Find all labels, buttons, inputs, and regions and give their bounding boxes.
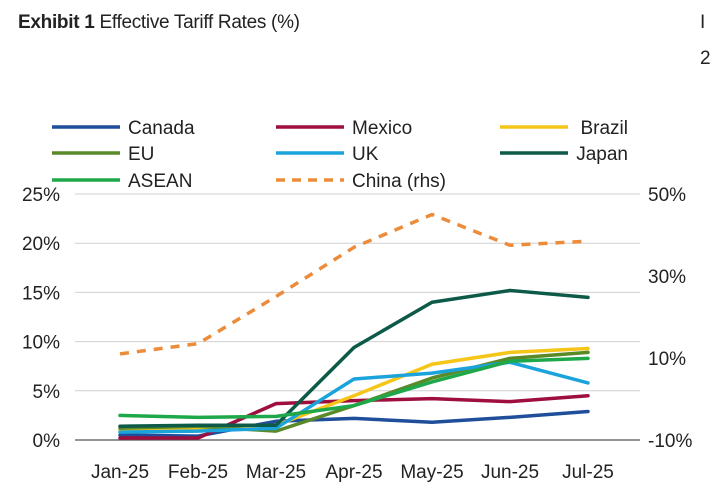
x-tick-label: Jul-25: [562, 462, 614, 483]
chart-title: Exhibit 1 Effective Tariff Rates (%): [18, 12, 300, 34]
x-tick-label: Apr-25: [325, 462, 382, 483]
left-tick-label: 25%: [22, 185, 60, 206]
x-tick-label: Feb-25: [168, 462, 228, 483]
series-line: [118, 393, 590, 440]
right-y-axis: 50% 30% 10% -10%: [648, 185, 692, 452]
title-text: Effective Tariff Rates (%): [99, 12, 300, 33]
x-tick-label: Mar-25: [246, 462, 306, 483]
cut-off-text-bottom: 2: [700, 48, 711, 69]
x-axis: Jan-25 Feb-25 Mar-25 Apr-25 May-25 Jun-25 Jul-…: [91, 462, 614, 483]
left-tick-label: 5%: [33, 382, 61, 403]
x-tick-label: Jan-25: [91, 462, 149, 483]
exhibit-label: Exhibit 1: [18, 12, 95, 33]
x-tick-label: May-25: [400, 462, 463, 483]
left-tick-label: 15%: [22, 283, 60, 304]
right-tick-label: -10%: [648, 431, 692, 452]
series-line: [118, 409, 590, 438]
legend-label: Brazil: [580, 118, 628, 139]
legend-label: Mexico: [352, 118, 412, 139]
legend-label: Japan: [576, 144, 628, 165]
right-tick-label: 10%: [648, 349, 686, 370]
series-line: [119, 212, 589, 356]
series-lines: [118, 212, 590, 440]
right-tick-label: 50%: [648, 185, 686, 206]
right-tick-label: 30%: [648, 267, 686, 288]
legend-label: UK: [352, 144, 379, 165]
series-line: [118, 346, 590, 432]
legend-label: ASEAN: [128, 171, 192, 192]
series-line: [118, 288, 590, 428]
x-tick-label: Jun-25: [481, 462, 539, 483]
gridlines: [75, 193, 640, 441]
legend-label: EU: [128, 144, 154, 165]
left-tick-label: 0%: [33, 431, 61, 452]
left-tick-label: 20%: [22, 234, 60, 255]
cut-off-text-top: I: [700, 12, 706, 33]
series-line: [118, 356, 590, 420]
left-tick-label: 10%: [22, 333, 60, 354]
left-y-axis: 25% 20% 15% 10% 5% 0%: [22, 185, 60, 452]
legend-label: China (rhs): [352, 171, 446, 192]
legend-label: Canada: [128, 118, 195, 139]
legend: Canada Mexico Brazil EU UK Japan ASEAN China (r…: [52, 118, 628, 192]
